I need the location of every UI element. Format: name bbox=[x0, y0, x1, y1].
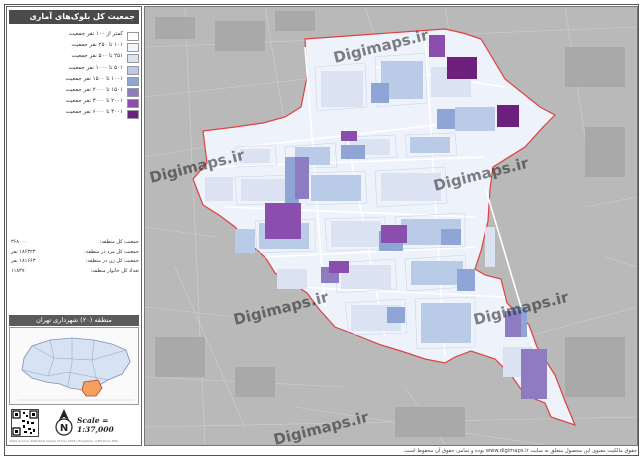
qr-code-icon bbox=[11, 409, 39, 437]
legend-swatch bbox=[127, 99, 139, 109]
legend-label: ۲۵۱ تا ۵۰۰ نفر جمعیت bbox=[71, 53, 123, 60]
stat-label: جمعیت کل مرد در منطقه: bbox=[84, 248, 139, 255]
region-20-highlight bbox=[81, 379, 103, 397]
stat-label: جمعیت کل زن در منطقه: bbox=[85, 258, 139, 264]
stat-value: ۱۸۶۳۲۳ نفر bbox=[11, 248, 36, 255]
watermark-4: Digimaps.ir bbox=[232, 288, 331, 329]
legend-swatch bbox=[127, 76, 139, 86]
legend-item: ۳۰۰۱ تا ۶۰۰۰ نفر جمعیت bbox=[11, 109, 139, 120]
legend-swatch bbox=[127, 65, 139, 75]
copyright-text: حقوق مالکیت معنوی این محصول متعلق به سای… bbox=[403, 448, 637, 454]
stat-label: تعداد کل خانوار منطقه: bbox=[90, 267, 139, 274]
population-blocks-high bbox=[265, 35, 519, 273]
statistics-panel: جمعیت کل منطقه: ۳۶۸۰۰۰ جمعیت کل مرد در منط… bbox=[11, 239, 139, 277]
legend-item: ۱۰۱ تا ۲۵۰ نفر جمعیت bbox=[11, 42, 139, 53]
north-arrow-icon: N bbox=[53, 408, 75, 438]
stat-label: جمعیت کل منطقه: bbox=[99, 239, 139, 245]
legend-item: ۲۰۰۱ تا ۳۰۰۰ نفر جمعیت bbox=[11, 98, 139, 109]
locator-inset-map bbox=[9, 327, 139, 405]
legend-item: ۵۰۱ تا ۱۰۰۰ نفر جمعیت bbox=[11, 65, 139, 76]
stat-value: ۱۸۱۶۶۳ نفر bbox=[11, 258, 36, 264]
main-map: Digimaps.ir Digimaps.ir Digimaps.ir Digi… bbox=[144, 6, 638, 446]
district-lines bbox=[21, 338, 127, 387]
stat-row: جمعیت کل مرد در منطقه: ۱۸۶۳۲۳ نفر bbox=[11, 249, 139, 259]
legend-swatch bbox=[127, 110, 139, 120]
stat-row: جمعیت کل زن در منطقه: ۱۸۱۶۶۳ نفر bbox=[11, 258, 139, 268]
legend-sidebar: جمعیت کل بلوک‌های آماری سال ۱۳۹۵ کمتر از… bbox=[6, 6, 142, 446]
choropleth-map-svg: Digimaps.ir Digimaps.ir Digimaps.ir Digi… bbox=[145, 7, 637, 445]
legend-label: کمتر از ۱۰۰ نفر جمعیت bbox=[68, 31, 123, 37]
scale-text: Scale = 1:37,000 bbox=[77, 416, 114, 434]
legend-swatch bbox=[127, 43, 139, 53]
stat-value: ۳۶۸۰۰۰ bbox=[11, 239, 28, 245]
legend: کمتر از ۱۰۰ نفر جمعیت ۱۰۱ تا ۲۵۰ نفر جمعی… bbox=[11, 31, 139, 121]
background-blocks bbox=[155, 11, 625, 437]
legend-label: ۱۵۰۱ تا ۲۰۰۰ نفر جمعیت bbox=[65, 86, 124, 93]
legend-swatch bbox=[127, 87, 139, 97]
legend-swatch bbox=[127, 54, 139, 64]
legend-label: ۵۰۱ تا ۱۰۰۰ نفر جمعیت bbox=[68, 64, 123, 71]
region-title: منطقه (۲۰) شهرداری تهران bbox=[9, 315, 139, 326]
legend-item: ۱۵۰۱ تا ۲۰۰۰ نفر جمعیت bbox=[11, 87, 139, 98]
legend-label: ۲۰۰۱ تا ۳۰۰۰ نفر جمعیت bbox=[65, 98, 124, 105]
legend-label: ۱۰۰۱ تا ۱۵۰۰ نفر جمعیت bbox=[65, 75, 124, 82]
stat-row: جمعیت کل منطقه: ۳۶۸۰۰۰ bbox=[11, 239, 139, 249]
map-footer: N Scale = 1:37,000 Data Source: Statisti… bbox=[9, 406, 139, 444]
watermark-6: Digimaps.ir bbox=[272, 408, 371, 445]
stat-row: تعداد کل خانوار منطقه: ۱۱۸۳۷۰ bbox=[11, 268, 139, 278]
map-frame bbox=[4, 4, 639, 456]
tehran-outline bbox=[21, 337, 131, 391]
locator-map-svg bbox=[18, 337, 134, 401]
north-label: N bbox=[60, 423, 68, 434]
stat-value: ۱۱۸۳۷۰ bbox=[11, 267, 28, 274]
legend-label: ۱۰۱ تا ۲۵۰ نفر جمعیت bbox=[71, 42, 123, 49]
map-title: جمعیت کل بلوک‌های آماری سال ۱۳۹۵ bbox=[9, 10, 139, 35]
legend-swatch bbox=[127, 32, 139, 41]
legend-item: ۲۵۱ تا ۵۰۰ نفر جمعیت bbox=[11, 53, 139, 64]
credits-text: Data Source: Statistical Center of Iran … bbox=[10, 439, 118, 443]
legend-label: ۳۰۰۱ تا ۶۰۰۰ نفر جمعیت bbox=[65, 109, 124, 116]
legend-item: ۱۰۰۱ تا ۱۵۰۰ نفر جمعیت bbox=[11, 76, 139, 87]
legend-item: کمتر از ۱۰۰ نفر جمعیت bbox=[11, 31, 139, 42]
